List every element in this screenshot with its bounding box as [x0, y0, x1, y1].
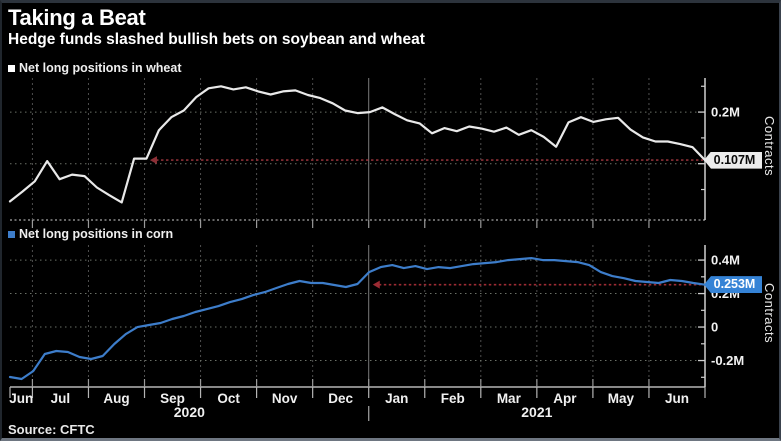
- corn-line-chart: 0.4M0.2M0-0.2M: [8, 245, 744, 388]
- y-tick-label: 0.4M: [711, 253, 740, 268]
- wheat-line-chart: 0.2M0.1M: [8, 78, 740, 228]
- y-tick-label: 0: [711, 320, 718, 335]
- x-axis: Jun Jul Aug Sep Oct Nov Dec Jan Feb Mar Apr May Jun 2…: [9, 387, 706, 421]
- wheat-legend-swatch-icon: [8, 64, 15, 72]
- month-label: Oct: [217, 391, 240, 406]
- year-label: 2021: [521, 404, 552, 420]
- month-label: Apr: [553, 391, 577, 406]
- year-label: 2020: [174, 404, 205, 420]
- y-tick-label: -0.2M: [711, 353, 744, 368]
- current-value-arrowhead-icon: [372, 280, 380, 289]
- corn-legend-swatch-icon: [8, 230, 15, 238]
- month-label: Jun: [9, 391, 33, 406]
- corn-y-axis-title: Contracts: [762, 283, 777, 344]
- wheat-legend-label: Net long positions in wheat: [19, 61, 182, 75]
- month-label: May: [608, 391, 635, 406]
- wheat-series-line: [8, 85, 707, 204]
- month-label: Sep: [160, 391, 185, 406]
- y-tick-label: 0.2M: [711, 105, 740, 120]
- corn-legend-label: Net long positions in corn: [19, 227, 174, 241]
- month-label: Jan: [385, 391, 408, 406]
- corn-current-value-badge: 0.253M: [704, 276, 762, 294]
- month-label: Dec: [328, 391, 353, 406]
- chart-subtitle: Hedge funds slashed bullish bets on soyb…: [8, 31, 425, 48]
- current-value-arrowhead-icon: [149, 156, 157, 165]
- month-label: Jun: [665, 391, 689, 406]
- source-label: Source: CFTC: [8, 422, 95, 437]
- month-label: Feb: [441, 391, 465, 406]
- month-label: Mar: [497, 391, 522, 406]
- month-label: Jul: [51, 391, 71, 406]
- wheat-y-axis-title: Contracts: [762, 116, 777, 177]
- corn-series-line: [8, 257, 707, 381]
- wheat-legend: Net long positions in wheat: [8, 61, 182, 75]
- month-label: Aug: [103, 391, 129, 406]
- chart-title: Taking a Beat: [8, 5, 146, 30]
- wheat-current-value-badge: 0.107M: [704, 151, 762, 169]
- corn-legend: Net long positions in corn: [8, 227, 173, 241]
- month-label: Nov: [272, 391, 298, 406]
